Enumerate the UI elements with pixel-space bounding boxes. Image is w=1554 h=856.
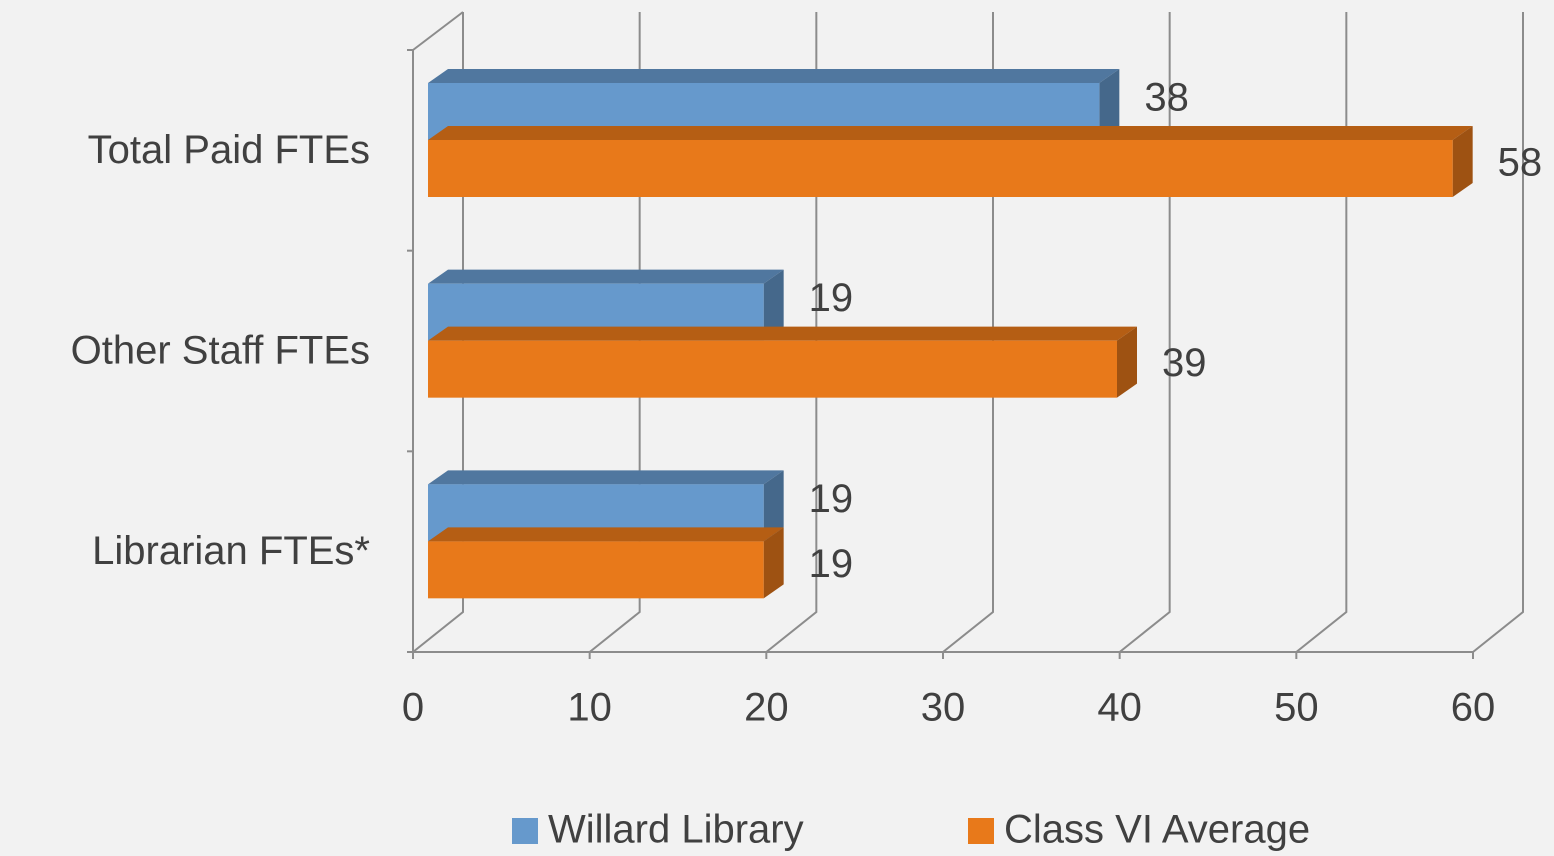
- grid-line: [1472, 12, 1524, 653]
- bar: [428, 541, 764, 599]
- data-label: 39: [1162, 341, 1207, 385]
- data-label: 38: [1144, 76, 1189, 120]
- bar: [428, 140, 1453, 197]
- bar-side: [1099, 69, 1120, 140]
- x-tick-label: 20: [744, 686, 789, 730]
- x-tick-label: 30: [921, 686, 966, 730]
- grid-line: [765, 12, 818, 653]
- legend-swatch: [968, 818, 994, 844]
- x-tick-label: 10: [567, 686, 612, 730]
- data-label: 19: [809, 542, 854, 586]
- bar-top: [428, 470, 784, 485]
- y-tick-label: Total Paid FTEs: [88, 128, 370, 172]
- bar-side: [763, 527, 784, 599]
- data-label: 19: [809, 477, 854, 521]
- bar-top: [428, 326, 1137, 341]
- data-label: 19: [809, 276, 854, 320]
- y-tick-label: Librarian FTEs*: [92, 529, 370, 573]
- x-tick-label: 60: [1451, 686, 1496, 730]
- x-tick-label: 40: [1097, 686, 1142, 730]
- bar-top: [428, 126, 1473, 140]
- bar-side: [1117, 326, 1137, 398]
- grid-line: [1119, 12, 1171, 653]
- y-tick-label: Other Staff FTEs: [71, 329, 370, 373]
- bar-side: [1452, 126, 1473, 197]
- axis-wall: [412, 11, 464, 51]
- grid-line: [412, 12, 464, 653]
- bar-top: [428, 269, 784, 284]
- legend-swatch: [512, 818, 538, 844]
- bar-side: [763, 470, 784, 542]
- bar: [428, 340, 1117, 398]
- data-label: 58: [1498, 141, 1543, 185]
- bar-top: [428, 527, 784, 542]
- x-tick-label: 0: [402, 686, 424, 730]
- grid-line: [942, 12, 994, 653]
- bar-top: [428, 69, 1120, 83]
- grid-line: [1295, 12, 1348, 653]
- bar-side: [763, 269, 784, 341]
- legend-label: Willard Library: [548, 808, 804, 852]
- grid-line: [589, 12, 641, 653]
- x-tick-label: 50: [1274, 686, 1319, 730]
- legend-label: Class VI Average: [1004, 808, 1310, 852]
